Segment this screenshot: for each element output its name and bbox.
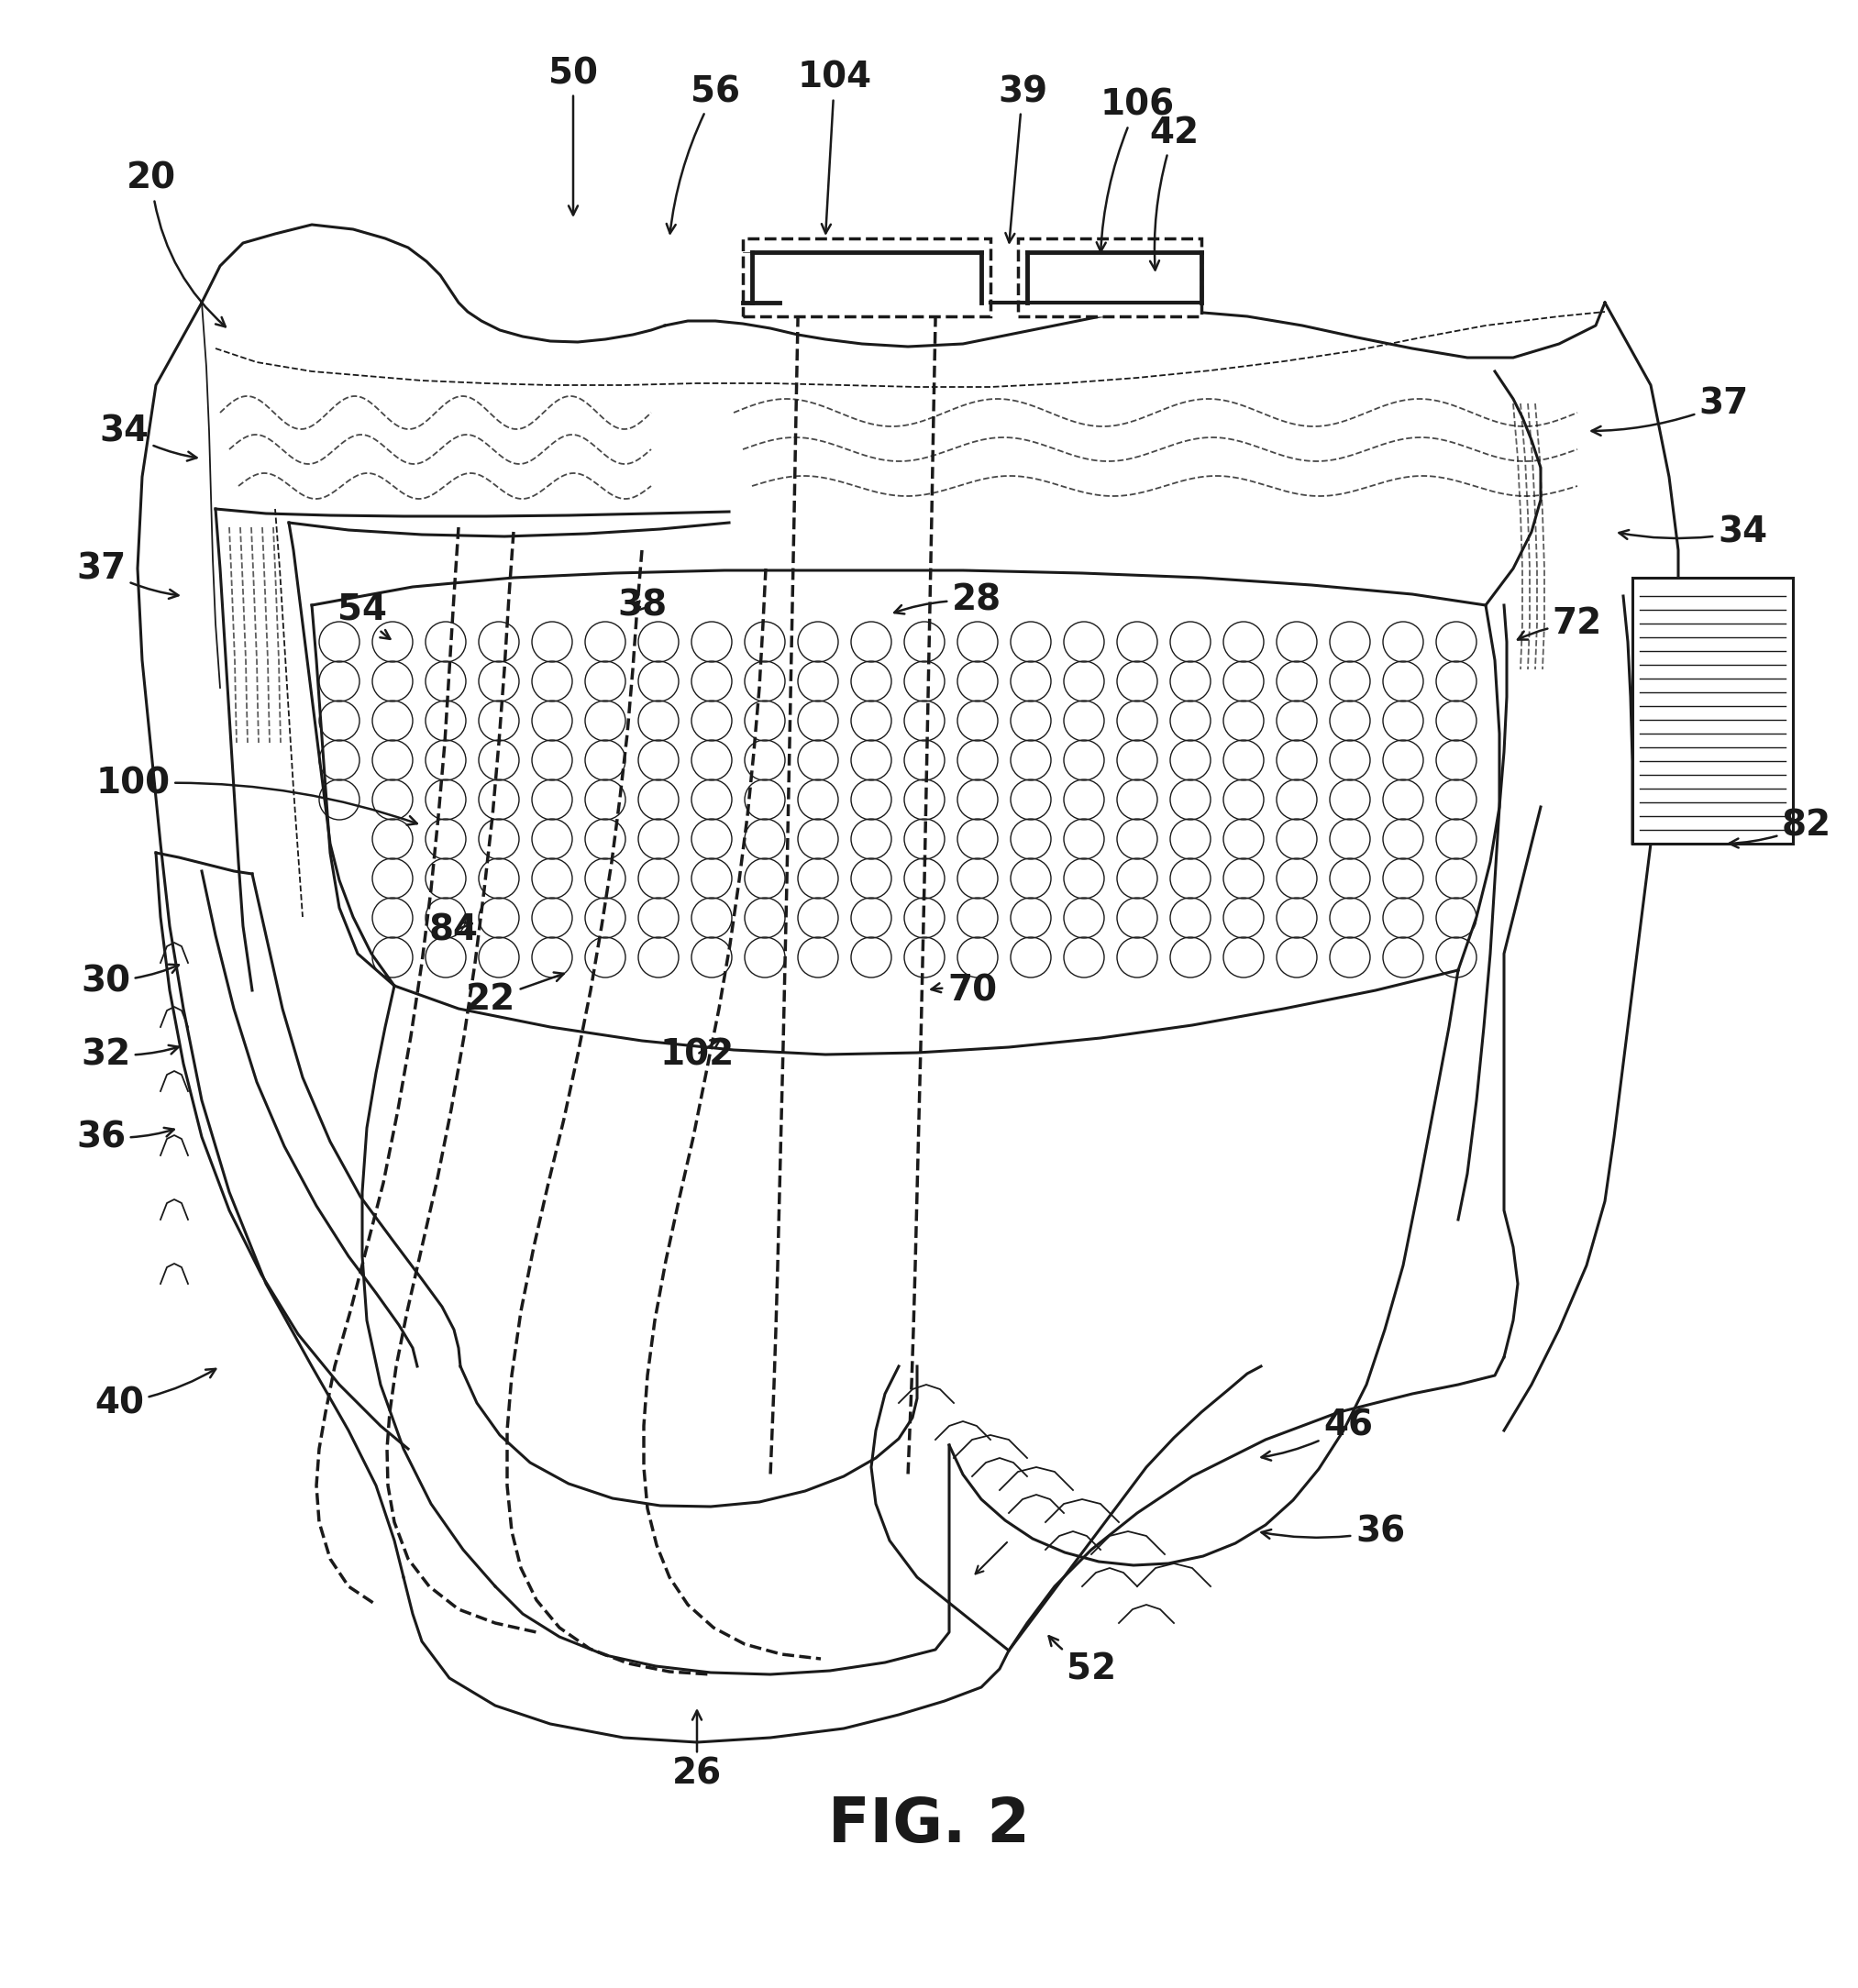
Text: 30: 30	[80, 964, 178, 998]
Bar	[1018, 239, 1202, 316]
Text: FIG. 2: FIG. 2	[829, 1795, 1029, 1855]
Text: 52: 52	[1048, 1636, 1117, 1686]
Text: 42: 42	[1148, 115, 1198, 270]
Text: 36: 36	[76, 1119, 175, 1155]
Text: 54: 54	[338, 592, 390, 638]
Text: 56: 56	[667, 74, 739, 233]
Text: 82: 82	[1730, 807, 1832, 847]
Text: 102: 102	[660, 1038, 734, 1072]
Text: 106: 106	[1096, 87, 1174, 252]
Text: 37: 37	[1592, 386, 1748, 435]
Bar	[1633, 579, 1793, 843]
Text: 32: 32	[80, 1038, 178, 1072]
Text: 34: 34	[1618, 515, 1767, 549]
Bar	[743, 239, 990, 316]
Text: 37: 37	[76, 551, 178, 598]
Text: 70: 70	[931, 972, 998, 1008]
Text: 28: 28	[894, 582, 1001, 618]
Text: 34: 34	[98, 414, 197, 461]
Text: 104: 104	[797, 60, 871, 233]
Text: 50: 50	[548, 56, 598, 215]
Text: 39: 39	[998, 74, 1048, 243]
Text: 84: 84	[429, 912, 479, 948]
Text: 26: 26	[673, 1712, 721, 1791]
Text: 20: 20	[126, 161, 225, 326]
Text: 40: 40	[95, 1370, 216, 1419]
Text: 100: 100	[97, 767, 416, 825]
Text: 72: 72	[1518, 606, 1602, 640]
Text: 46: 46	[1262, 1408, 1373, 1461]
Text: 36: 36	[1262, 1515, 1405, 1549]
Text: 22: 22	[466, 972, 563, 1018]
Text: 38: 38	[617, 588, 667, 622]
